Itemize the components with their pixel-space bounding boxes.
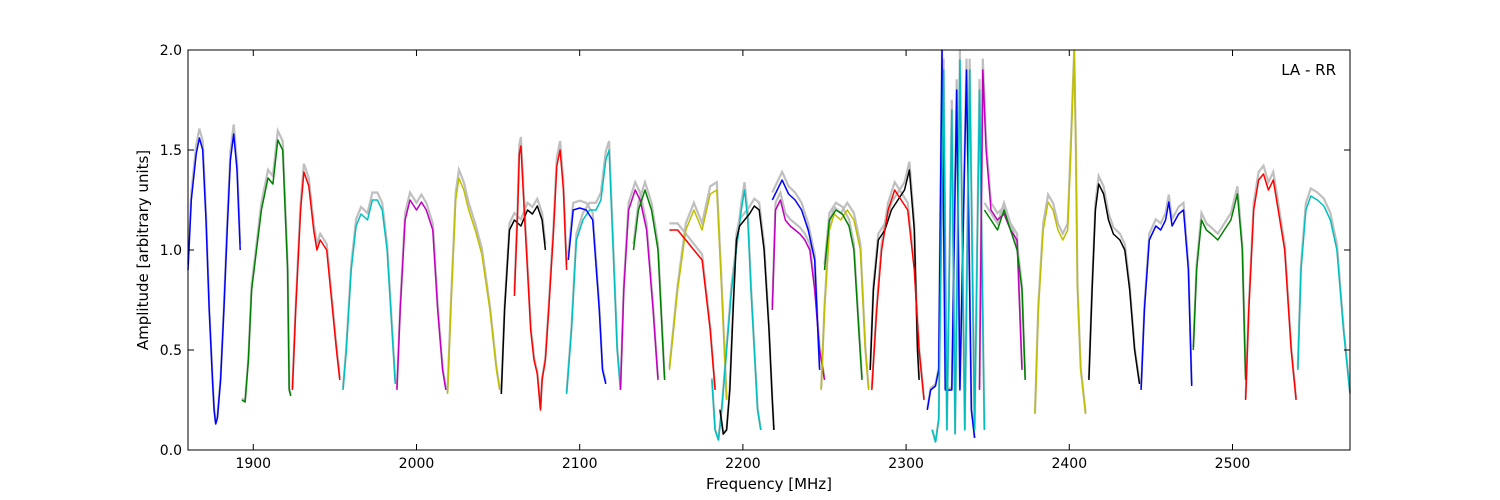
x-axis-label: Frequency [MHz] <box>706 475 832 493</box>
series-line-3 <box>342 199 397 391</box>
series-line-30 <box>1244 173 1297 401</box>
series-line-25 <box>983 209 1026 381</box>
background-trace-2 <box>291 163 341 389</box>
series-line-28 <box>1140 201 1193 391</box>
series-line-5 <box>446 177 501 395</box>
series-line-4 <box>396 199 447 391</box>
series-line-13 <box>669 229 716 391</box>
series-line-20 <box>869 169 920 381</box>
series-line-15 <box>719 205 775 435</box>
background-trace-17 <box>771 169 821 368</box>
series-line-18 <box>820 209 870 391</box>
background-trace-3 <box>341 191 397 389</box>
y-tick-label: 0.5 <box>160 343 182 359</box>
series-line-2 <box>291 171 341 391</box>
x-tick-label: 2200 <box>725 456 761 472</box>
background-trace-layer <box>186 49 1352 443</box>
background-trace-24 <box>978 58 1024 389</box>
x-tick-label: 2400 <box>1051 456 1087 472</box>
series-layer <box>187 49 1351 443</box>
y-tick-label: 2.0 <box>160 43 182 59</box>
background-trace-30 <box>1244 163 1298 399</box>
background-trace-6 <box>500 196 547 393</box>
series-line-0 <box>187 133 241 425</box>
background-trace-29 <box>1192 186 1247 378</box>
y-tick-label: 0.0 <box>160 443 182 459</box>
series-line-1 <box>241 139 292 403</box>
series-line-10 <box>619 189 659 391</box>
series-line-21 <box>871 189 925 401</box>
series-line-22 <box>926 49 976 439</box>
series-line-12 <box>668 189 728 401</box>
series-line-17 <box>771 179 821 371</box>
series-line-31 <box>1297 195 1351 395</box>
series-line-23 <box>931 59 986 443</box>
y-tick-label: 1.0 <box>160 243 182 259</box>
y-tick-label: 1.5 <box>160 143 182 159</box>
x-tick-label: 2100 <box>562 456 598 472</box>
x-tick-label: 2500 <box>1215 456 1251 472</box>
series-line-24 <box>978 69 1023 391</box>
series-line-7 <box>513 145 568 411</box>
plot-frame <box>187 49 1351 451</box>
series-line-19 <box>823 209 863 381</box>
series-line-27 <box>1088 183 1141 385</box>
series-line-11 <box>632 189 666 381</box>
series-line-9 <box>567 207 607 385</box>
x-tick-label: 2300 <box>888 456 924 472</box>
y-axis: 0.0 0.5 1.0 1.5 2.0 <box>160 43 1350 459</box>
x-tick-label: 1900 <box>235 456 271 472</box>
y-axis-label: Amplitude [arbitrary units] <box>134 150 152 350</box>
series-line-26 <box>1034 49 1087 415</box>
annotation-label: LA - RR <box>1281 61 1336 79</box>
x-axis: 1900 2000 2100 2200 2300 2400 2500 <box>235 50 1250 472</box>
series-line-8 <box>565 149 622 395</box>
background-trace-0 <box>186 124 242 424</box>
series-line-29 <box>1192 193 1247 381</box>
x-tick-label: 2000 <box>399 456 435 472</box>
series-line-16 <box>771 199 826 381</box>
